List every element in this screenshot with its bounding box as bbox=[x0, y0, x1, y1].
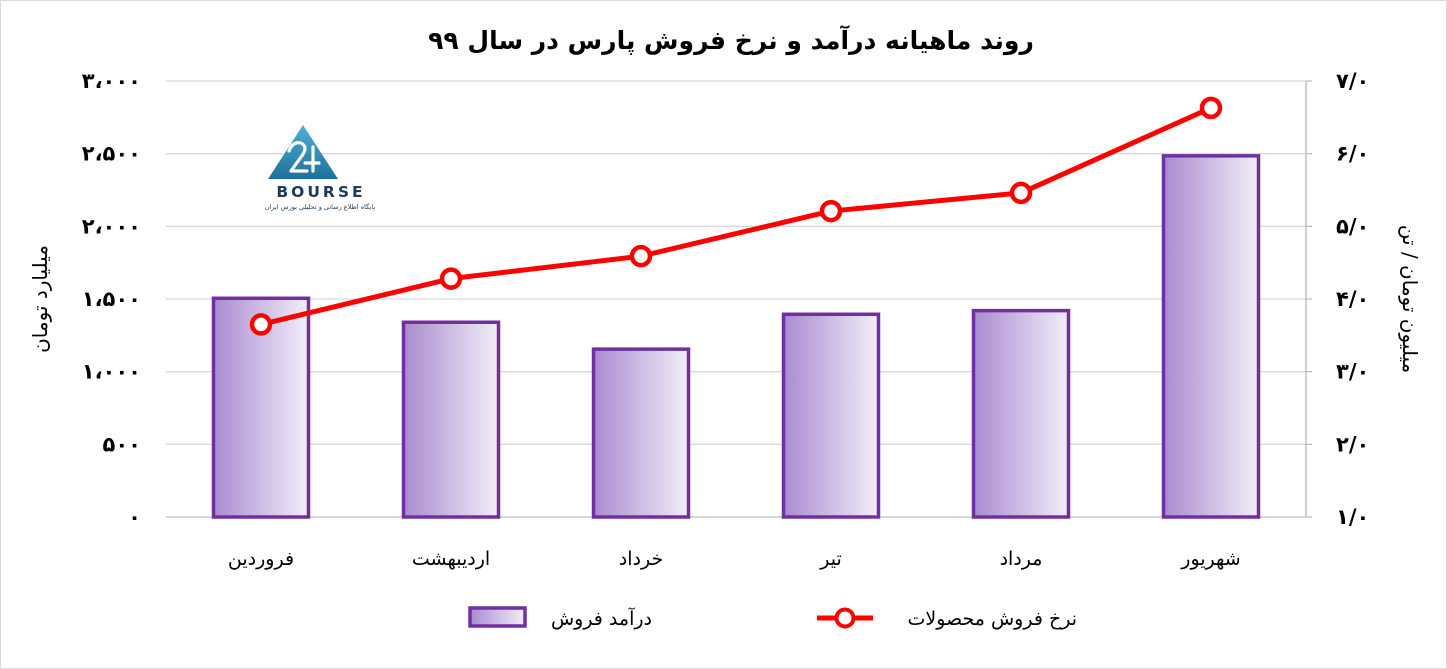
legend-line-label: نرخ فروش محصولات bbox=[907, 608, 1077, 630]
category-label: مرداد bbox=[1000, 548, 1043, 570]
bar bbox=[401, 320, 501, 519]
logo-24-mark-icon bbox=[287, 141, 321, 173]
series-line bbox=[260, 105, 1213, 327]
legend-line-marker bbox=[834, 607, 856, 629]
y-tick-label: ۱،۰۰۰ bbox=[82, 360, 141, 384]
bar bbox=[591, 347, 691, 519]
gridlines bbox=[166, 80, 1306, 518]
y2-tick-label: ۱/۰ bbox=[1336, 505, 1369, 529]
legend-bar-swatch bbox=[468, 606, 527, 628]
category-label: شهریور bbox=[1180, 548, 1240, 570]
y-tick-label: ۲،۰۰۰ bbox=[82, 214, 141, 238]
line-point bbox=[249, 313, 273, 336]
logo-wordmark: BOURSE bbox=[276, 183, 365, 201]
y-axis-right-ticks: ۱/۰ ۲/۰ ۳/۰ ۴/۰ ۵/۰ ۶/۰ ۷/۰ bbox=[1306, 69, 1369, 529]
y-tick-label: ۲،۵۰۰ bbox=[82, 142, 141, 166]
legend-bar-label: درآمد فروش bbox=[551, 606, 652, 630]
y2-tick-label: ۶/۰ bbox=[1336, 142, 1369, 166]
y-axis-left-ticks: ۰ ۵۰۰ ۱،۰۰۰ ۱،۵۰۰ ۲،۰۰۰ ۲،۵۰۰ ۳،۰۰۰ bbox=[82, 69, 141, 529]
logo-tagline: پایگاه اطلاع رسانی و تحلیلی بورس ایران bbox=[265, 203, 376, 211]
y-tick-label: ۱،۵۰۰ bbox=[82, 287, 141, 311]
legend: درآمد فروش نرخ فروش محصولات bbox=[468, 606, 1077, 630]
line-series bbox=[249, 96, 1223, 336]
y2-tick-label: ۲/۰ bbox=[1336, 432, 1369, 456]
y-tick-label: ۰ bbox=[128, 505, 141, 529]
bar bbox=[781, 312, 881, 519]
bar-series bbox=[211, 154, 1261, 519]
y2-tick-label: ۳/۰ bbox=[1336, 360, 1369, 384]
y2-tick-label: ۴/۰ bbox=[1336, 287, 1369, 311]
y2-tick-label: ۷/۰ bbox=[1336, 69, 1369, 93]
y-axis-right-title: میلیون تومان / تن bbox=[1398, 225, 1422, 373]
y-tick-label: ۳،۰۰۰ bbox=[82, 69, 141, 93]
category-label: تیر bbox=[819, 548, 842, 570]
category-labels: فروردین اردیبهشت خرداد تیر مرداد شهریور bbox=[228, 548, 1241, 570]
category-label: خرداد bbox=[619, 548, 663, 570]
y-tick-label: ۵۰۰ bbox=[103, 432, 141, 456]
line-point bbox=[1199, 96, 1223, 120]
bar bbox=[1161, 154, 1261, 519]
category-label: اردیبهشت bbox=[412, 548, 490, 570]
line-point bbox=[439, 267, 463, 290]
y2-tick-label: ۵/۰ bbox=[1336, 214, 1369, 238]
chart-title: روند ماهیانه درآمد و نرخ فروش پارس در سا… bbox=[428, 25, 1034, 56]
line-point bbox=[1009, 181, 1033, 205]
line-point bbox=[629, 244, 653, 268]
bar bbox=[971, 308, 1071, 519]
category-label: فروردین bbox=[228, 548, 294, 570]
bourse-logo: BOURSE پایگاه اطلاع رسانی و تحلیلی بورس … bbox=[265, 125, 376, 211]
y-axis-left-title: میلیارد تومان bbox=[28, 245, 52, 353]
line-point bbox=[819, 199, 843, 223]
